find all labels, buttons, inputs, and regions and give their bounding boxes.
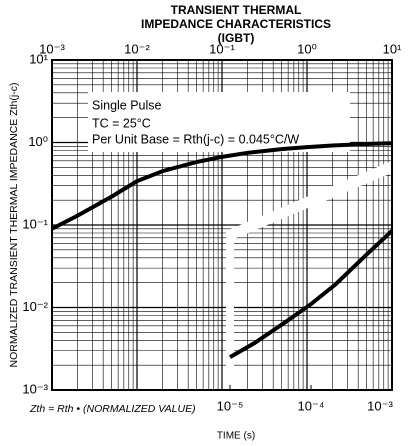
formula-note: Zth = Rth • (NORMALIZED VALUE) xyxy=(29,403,196,415)
chart-title: IMPEDANCE CHARACTERISTICS xyxy=(141,17,331,31)
annotation: Single Pulse xyxy=(92,98,162,112)
y-tick-label: 10⁻¹ xyxy=(22,216,48,231)
y-tick-label: 10⁻³ xyxy=(22,381,48,396)
x-tick-label: 10¹ xyxy=(383,41,402,56)
chart-title: (IGBT) xyxy=(218,31,255,45)
x2-tick-label: 10⁻⁴ xyxy=(298,398,325,413)
y-tick-label: 10⁰ xyxy=(28,134,48,149)
x-axis-label: TIME (s) xyxy=(217,431,255,442)
x-tick-label: 10⁻¹ xyxy=(209,41,235,56)
annotation: Per Unit Base = Rth(j-c) = 0.045°C/W xyxy=(92,132,299,146)
x-tick-label: 10⁰ xyxy=(297,41,317,56)
curve xyxy=(51,141,393,231)
y-axis-label: NORMALIZED TRANSIENT THERMAL IMPEDANCE Z… xyxy=(8,83,20,368)
y-tick-label: 10⁻² xyxy=(22,299,48,314)
curve xyxy=(229,229,394,359)
x2-tick-label: 10⁻⁵ xyxy=(217,398,244,413)
x2-tick-label: 10⁻³ xyxy=(367,398,393,413)
chart-title: TRANSIENT THERMAL xyxy=(171,3,302,17)
annotation-bg xyxy=(88,92,350,152)
x-tick-label: 10⁻³ xyxy=(39,41,65,56)
plot-frame xyxy=(51,59,393,391)
axis-break xyxy=(226,160,392,390)
y-tick-label: 10¹ xyxy=(29,51,48,66)
x-tick-label: 10⁻² xyxy=(124,41,150,56)
annotation: TC = 25°C xyxy=(92,116,151,130)
